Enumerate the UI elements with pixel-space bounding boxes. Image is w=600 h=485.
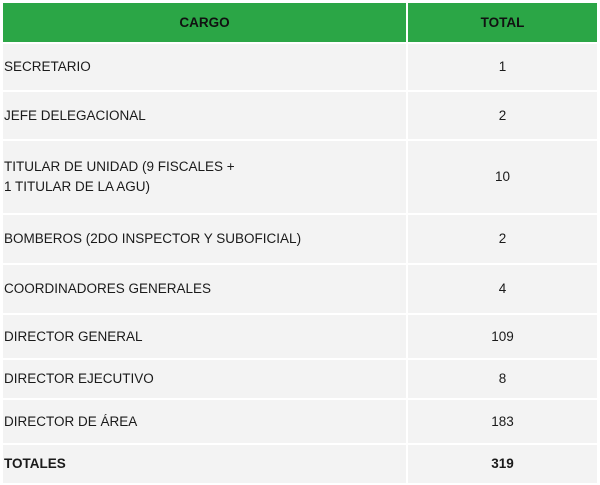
cargo-line-2: 1 TITULAR DE LA AGU)	[4, 179, 151, 194]
cargo-line-1: TITULAR DE UNIDAD (9 FISCALES +	[4, 159, 235, 174]
total-cell: 183	[408, 400, 599, 445]
table-row: BOMBEROS (2DO INSPECTOR Y SUBOFICIAL) 2	[3, 215, 599, 265]
totals-row: TOTALES 319	[3, 445, 599, 485]
total-cell: 2	[408, 92, 599, 141]
table-row: DIRECTOR GENERAL 109	[3, 315, 599, 360]
table-row: DIRECTOR EJECUTIVO 8	[3, 360, 599, 400]
table-row: COORDINADORES GENERALES 4	[3, 265, 599, 315]
table-row: DIRECTOR DE ÁREA 183	[3, 400, 599, 445]
header-total: TOTAL	[408, 3, 599, 44]
table-row: SECRETARIO 1	[3, 44, 599, 92]
cargo-totals-table: CARGO TOTAL SECRETARIO 1 JEFE DELEGACION…	[3, 3, 599, 485]
cargo-cell: SECRETARIO	[3, 44, 408, 92]
totals-value: 319	[408, 445, 599, 485]
total-cell: 4	[408, 265, 599, 315]
total-cell: 1	[408, 44, 599, 92]
cargo-cell: DIRECTOR DE ÁREA	[3, 400, 408, 445]
cargo-cell: JEFE DELEGACIONAL	[3, 92, 408, 141]
cargo-cell: TITULAR DE UNIDAD (9 FISCALES + 1 TITULAR…	[3, 141, 408, 215]
cargo-cell: BOMBEROS (2DO INSPECTOR Y SUBOFICIAL)	[3, 215, 408, 265]
cargo-cell: COORDINADORES GENERALES	[3, 265, 408, 315]
total-cell: 2	[408, 215, 599, 265]
cargo-cell: DIRECTOR EJECUTIVO	[3, 360, 408, 400]
total-cell: 8	[408, 360, 599, 400]
table-row: TITULAR DE UNIDAD (9 FISCALES + 1 TITULAR…	[3, 141, 599, 215]
total-cell: 10	[408, 141, 599, 215]
cargo-cell: DIRECTOR GENERAL	[3, 315, 408, 360]
total-cell: 109	[408, 315, 599, 360]
header-cargo: CARGO	[3, 3, 408, 44]
totals-label: TOTALES	[3, 445, 408, 485]
header-row: CARGO TOTAL	[3, 3, 599, 44]
table-row: JEFE DELEGACIONAL 2	[3, 92, 599, 141]
